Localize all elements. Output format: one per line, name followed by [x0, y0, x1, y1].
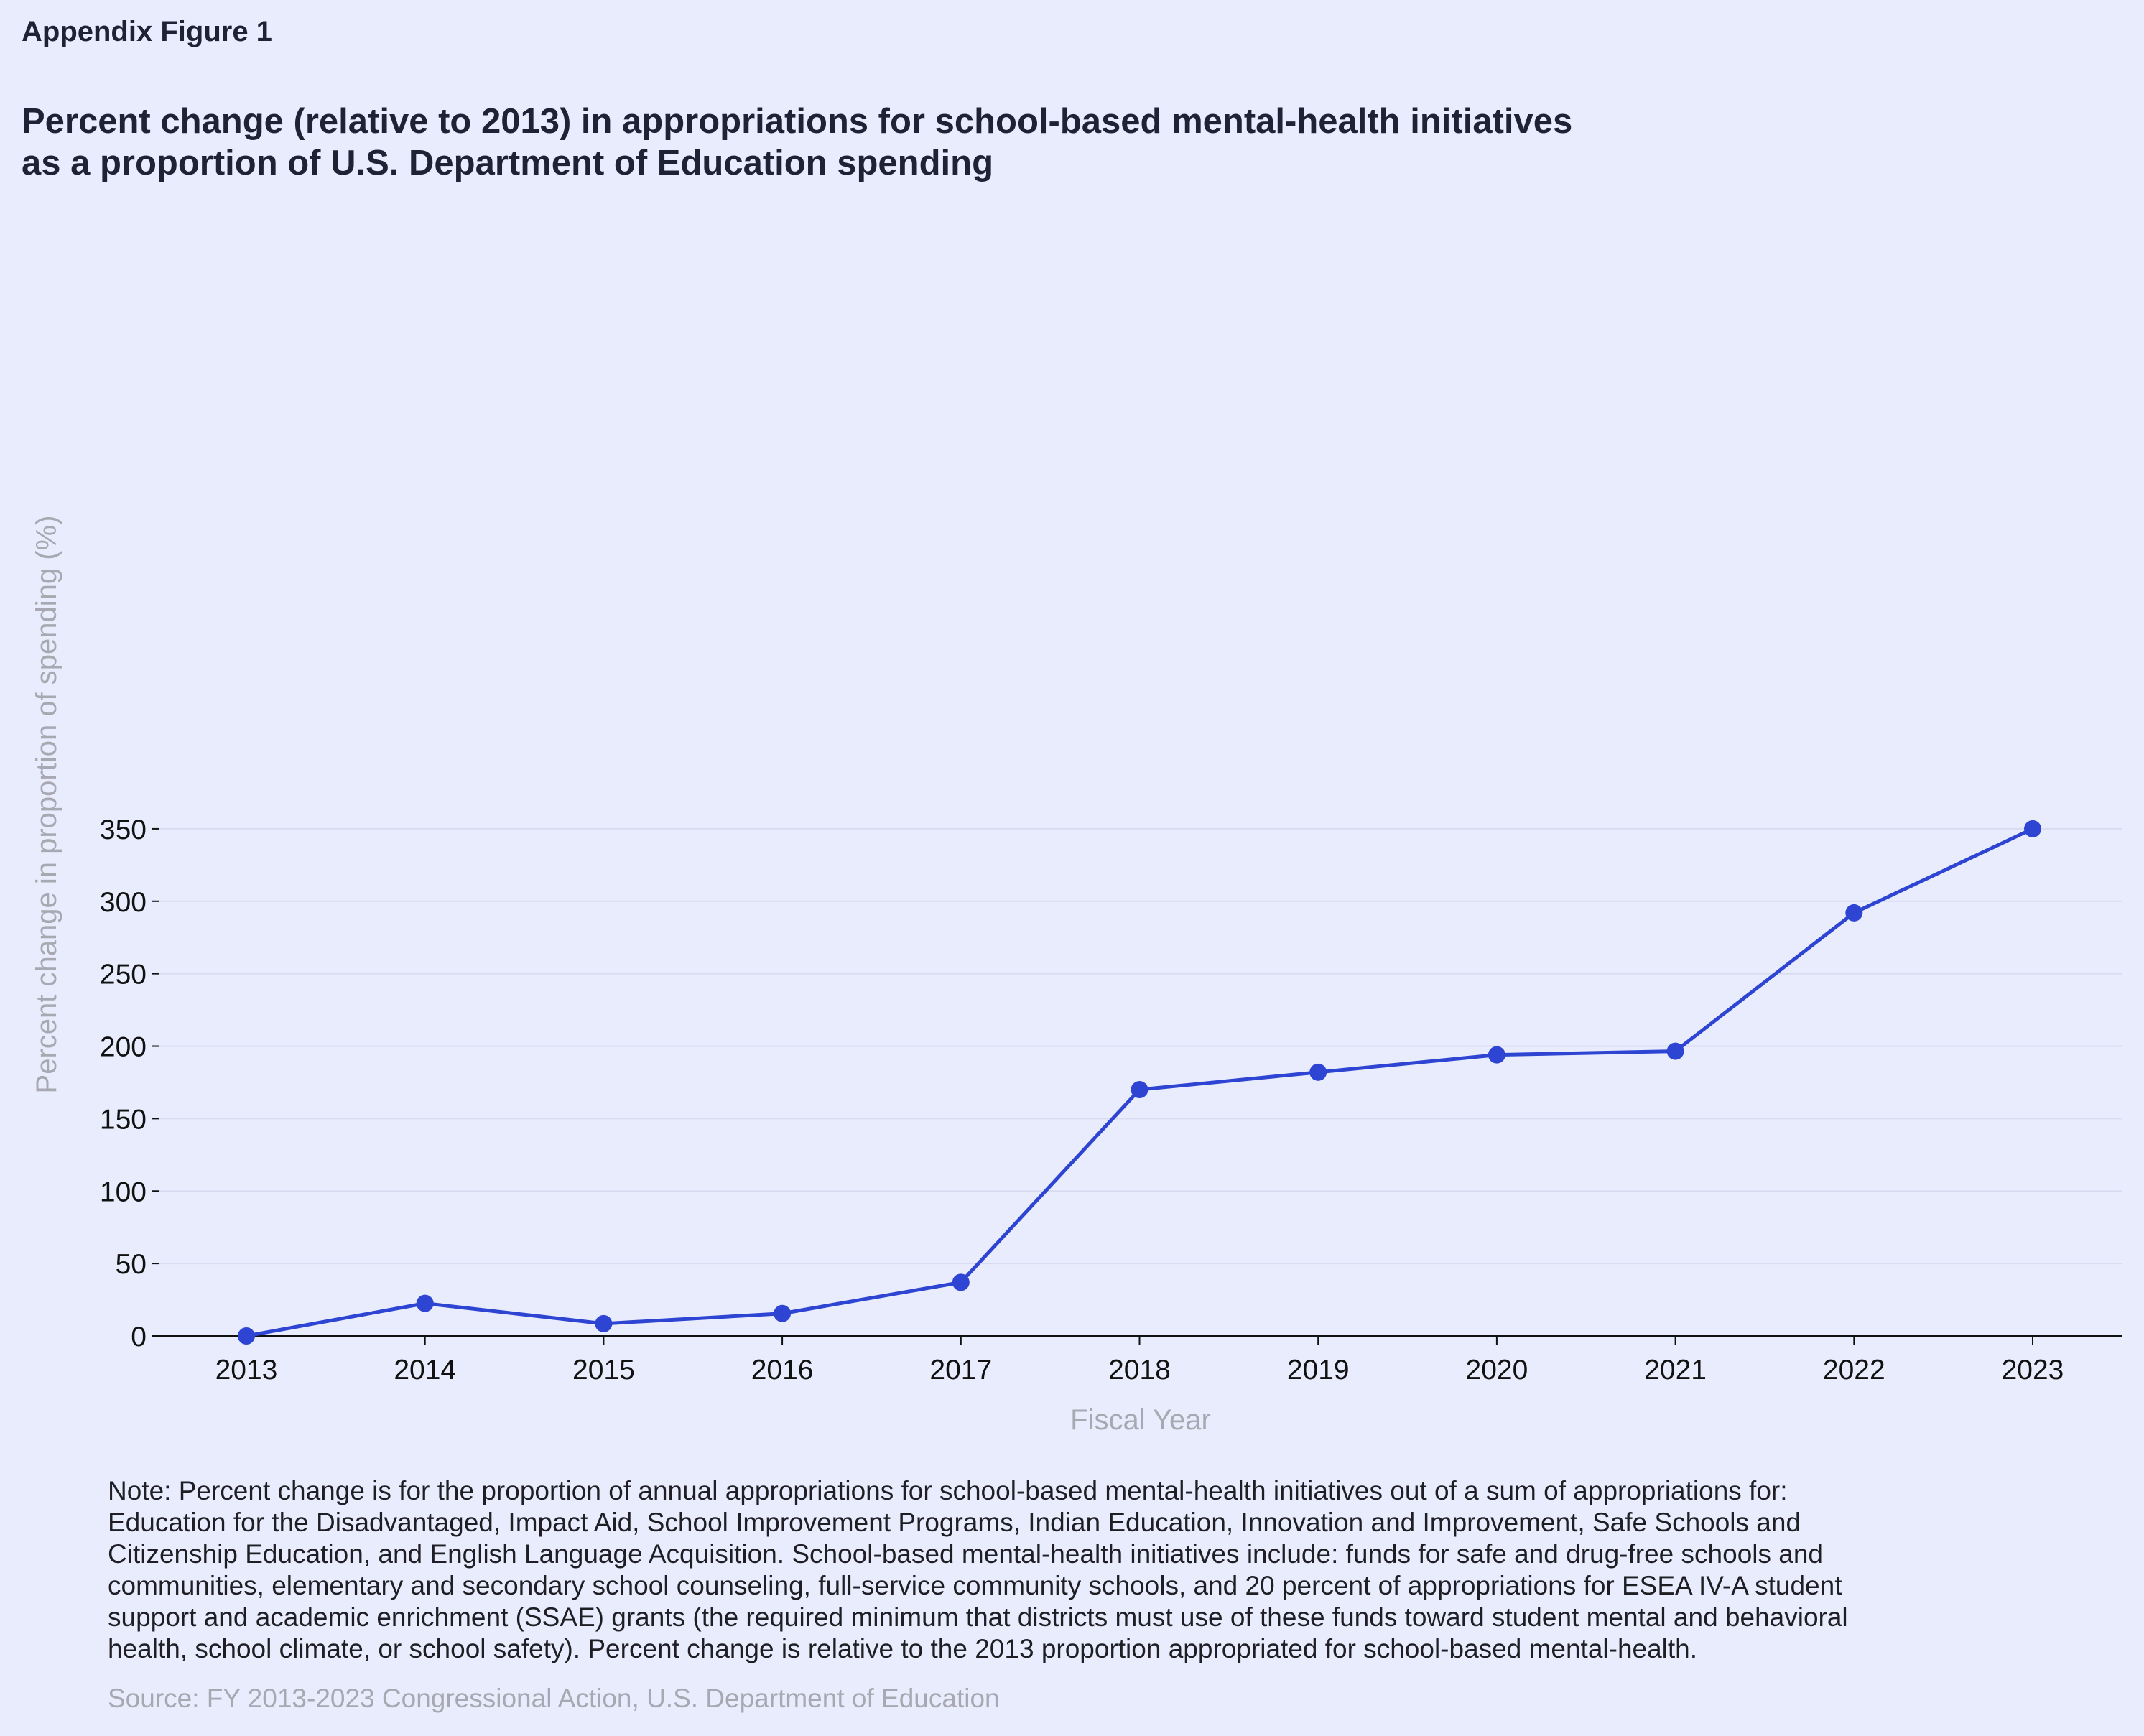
- tick-labels: 0 50 100 150 200 250 300 350 2013 2014 2015 2016 201…: [100, 814, 2064, 1385]
- y-tick-label-0: 0: [131, 1322, 147, 1352]
- y-tick-label-200: 200: [100, 1032, 147, 1063]
- grid-lines: [159, 827, 2122, 1265]
- x-tick-label-2017: 2017: [929, 1355, 992, 1385]
- note-line-5: support and academic enrichment (SSAE) g…: [108, 1602, 1848, 1632]
- x-tick-label-2015: 2015: [572, 1355, 635, 1385]
- note-line-1: Note: Percent change is for the proporti…: [108, 1476, 1788, 1505]
- x-tick-label-2022: 2022: [1823, 1355, 1885, 1385]
- y-tick-label-250: 250: [100, 960, 147, 990]
- x-tick-label-2020: 2020: [1466, 1355, 1528, 1385]
- note-line-6: health, school climate, or school safety…: [108, 1634, 1698, 1663]
- y-tick-label-100: 100: [100, 1176, 147, 1207]
- y-axis-title: Percent change in proportion of spending…: [31, 516, 62, 1094]
- x-tick-label-2021: 2021: [1644, 1355, 1707, 1385]
- data-point-2015: [595, 1314, 613, 1332]
- x-tick-label-2023: 2023: [2002, 1355, 2064, 1385]
- series: [238, 820, 2041, 1345]
- chart-title: Percent change (relative to 2013) in app…: [22, 101, 1889, 184]
- data-point-2019: [1309, 1063, 1327, 1081]
- y-tick-label-150: 150: [100, 1104, 147, 1135]
- x-tick-label-2018: 2018: [1108, 1355, 1171, 1385]
- x-axis-title: Fiscal Year: [1070, 1404, 1211, 1436]
- x-tick-label-2016: 2016: [751, 1355, 814, 1385]
- axes: [152, 827, 2122, 1345]
- note-line-2: Education for the Disadvantaged, Impact …: [108, 1508, 1801, 1537]
- note-line-3: Citizenship Education, and English Langu…: [108, 1539, 1823, 1569]
- chart-title-line-2: as a proportion of U.S. Department of Ed…: [22, 144, 994, 182]
- x-tick-label-2019: 2019: [1287, 1355, 1350, 1385]
- data-point-2021: [1666, 1042, 1684, 1060]
- data-point-2016: [774, 1304, 792, 1322]
- chart-source: Source: FY 2013-2023 Congressional Actio…: [108, 1684, 1000, 1713]
- data-point-2020: [1488, 1046, 1505, 1064]
- y-tick-label-300: 300: [100, 887, 147, 918]
- data-point-2013: [238, 1327, 255, 1345]
- x-tick-label-2014: 2014: [394, 1355, 456, 1385]
- data-point-2018: [1131, 1081, 1148, 1099]
- data-point-2017: [952, 1273, 970, 1291]
- figure-label: Appendix Figure 1: [22, 16, 272, 47]
- data-point-2014: [416, 1294, 434, 1312]
- data-point-2023: [2024, 820, 2041, 837]
- note-line-4: communities, elementary and secondary sc…: [108, 1571, 1842, 1600]
- chart-title-line-1: Percent change (relative to 2013) in app…: [22, 102, 1573, 141]
- x-tick-label-2013: 2013: [215, 1355, 278, 1385]
- data-point-2022: [1845, 904, 1863, 922]
- chart-note: Note: Percent change is for the proporti…: [108, 1475, 2090, 1665]
- y-tick-label-50: 50: [116, 1249, 147, 1280]
- y-tick-label-350: 350: [100, 814, 147, 845]
